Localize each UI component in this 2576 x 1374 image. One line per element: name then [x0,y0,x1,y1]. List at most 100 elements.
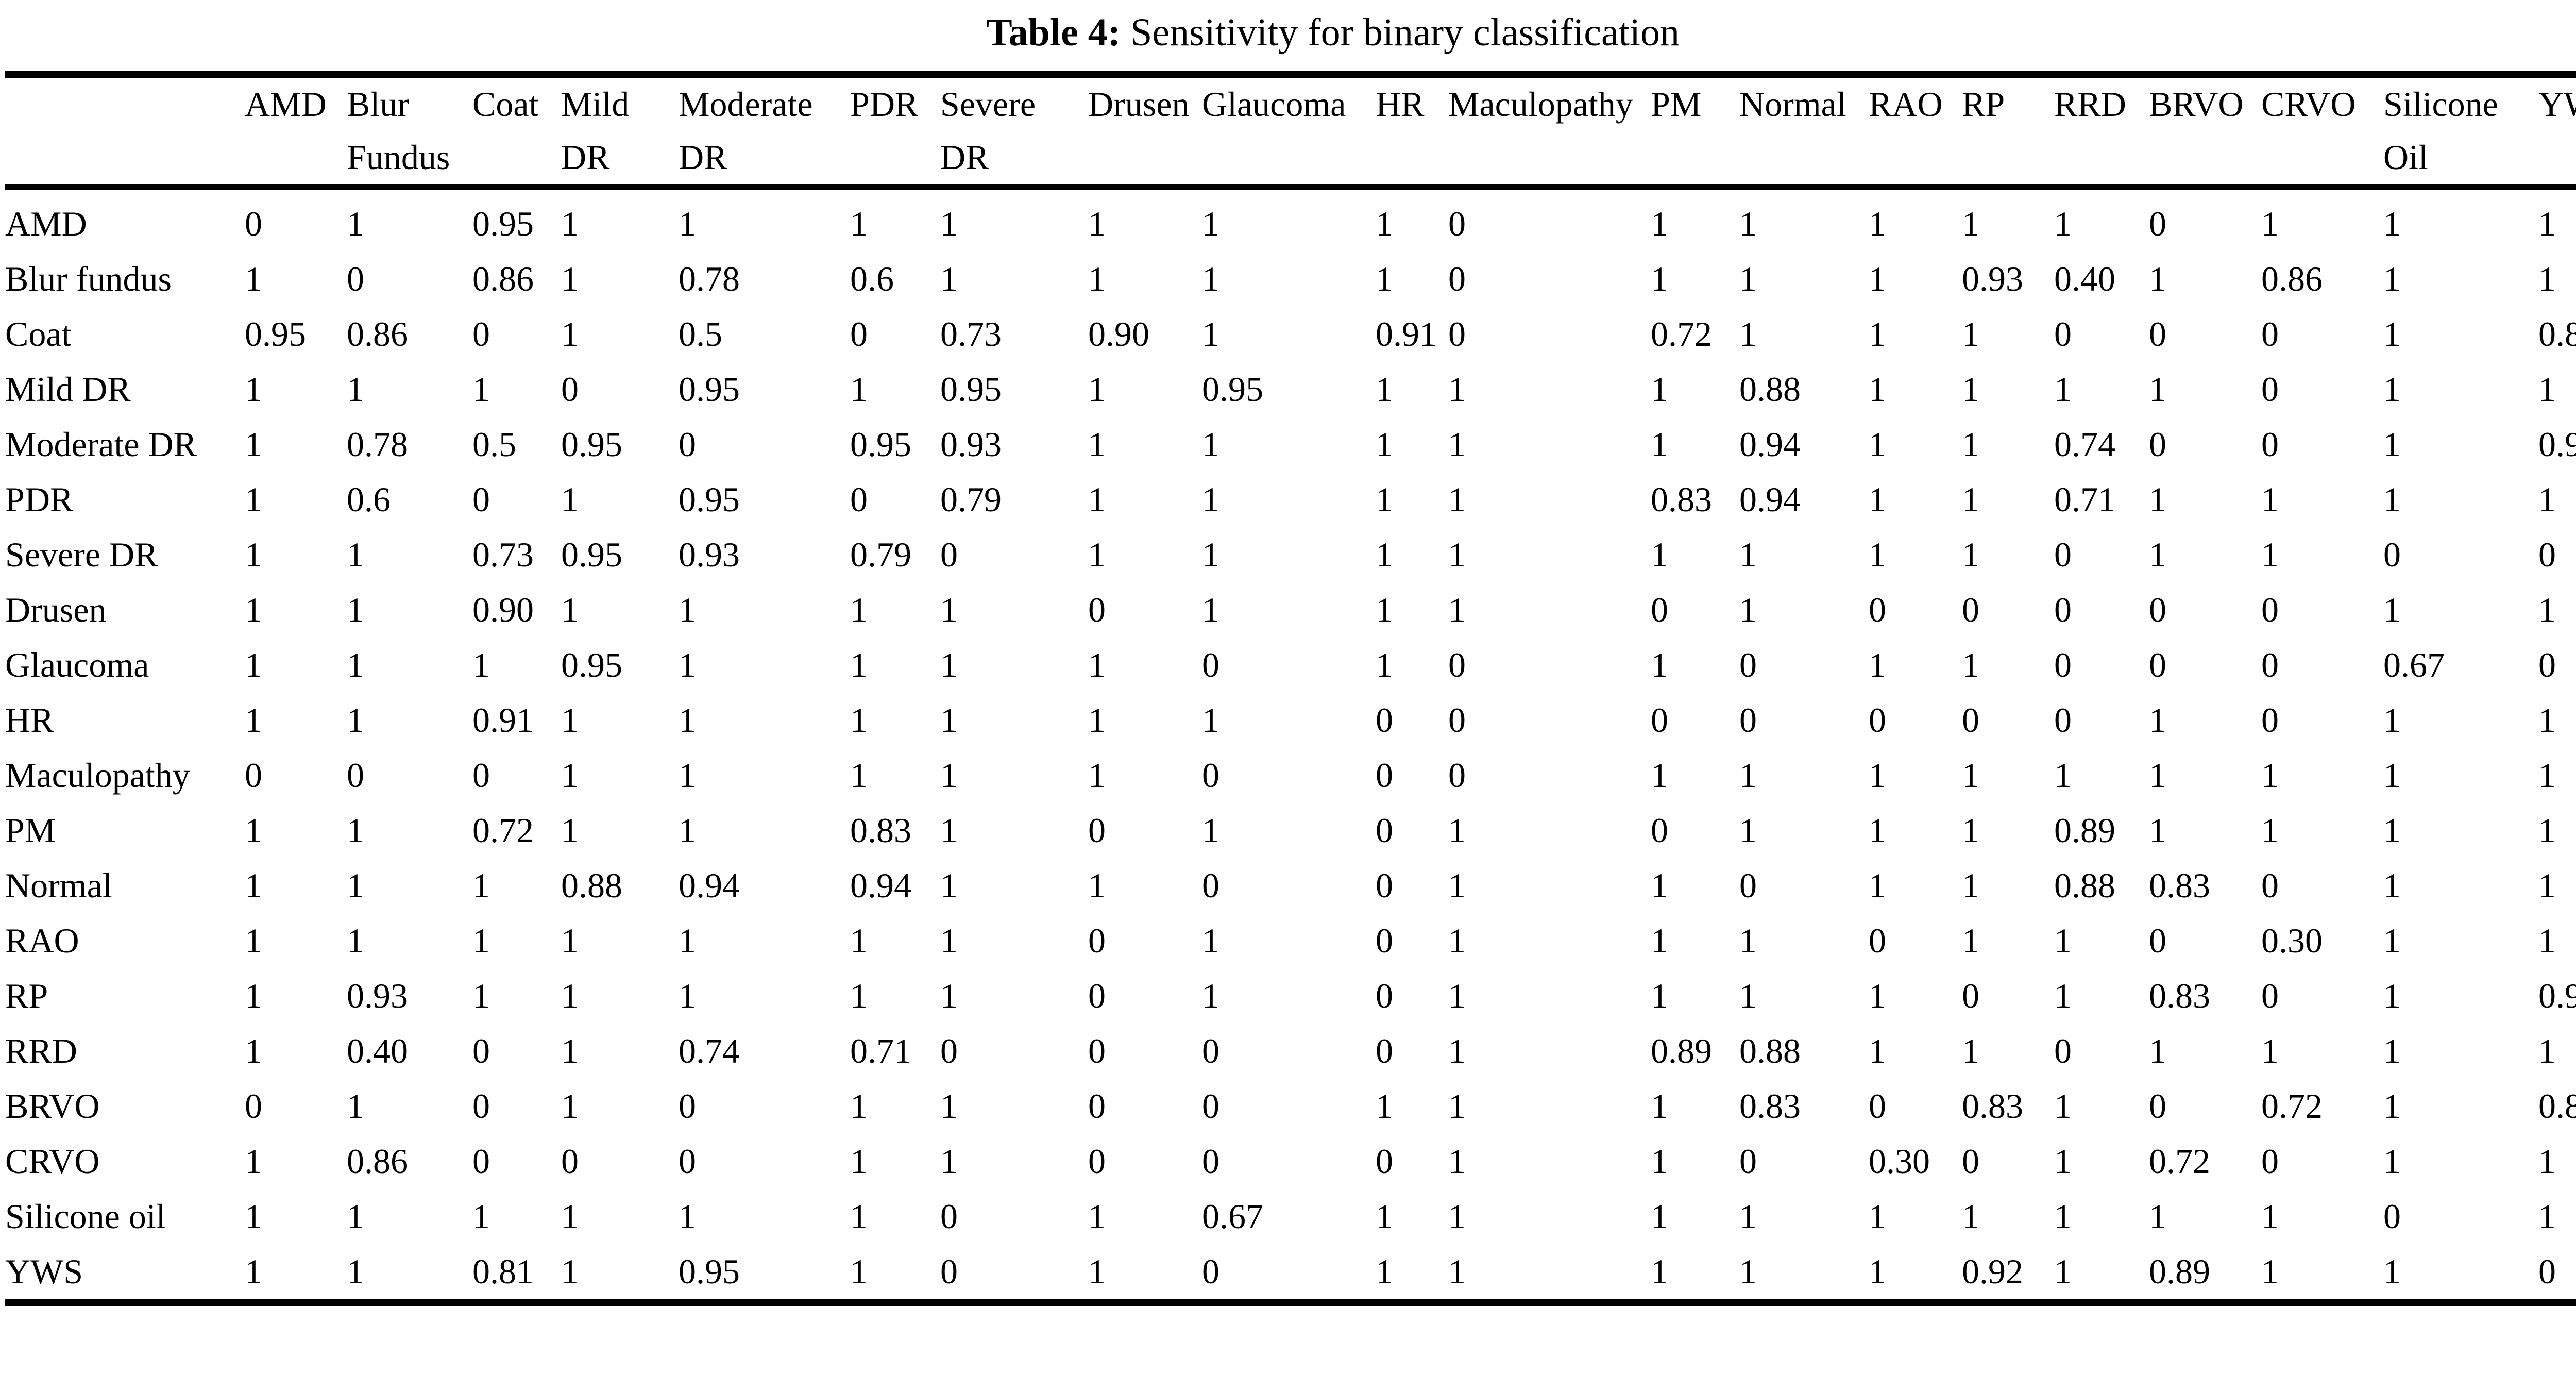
table-cell: 1 [561,314,579,354]
table-cell: 0.86 [347,314,408,354]
table-cell: 0.81 [2538,314,2576,354]
table-cell: 0 [940,1197,958,1236]
table-row: Glaucoma 1 1 1 0.95 1 1 1 1 0 1 0 1 0 1 1 0 0 0 0.67 0 [5,638,2576,693]
column-header: Glaucoma [1202,74,1376,191]
table-cell: 0 [1202,1252,1219,1292]
table-cell: 1 [2538,756,2556,795]
table-caption-label: Table 4: [986,11,1121,54]
table-cell: 1 [472,866,490,906]
table-cell: 0.91 [472,700,534,740]
column-header: Normal [1739,74,1869,191]
table-cell: 0 [1962,590,1979,630]
table-cell: 0.95 [561,645,622,685]
table-cell: 0 [1376,700,1393,740]
table-cell: 1 [1448,1142,1466,1181]
table-cell: 0 [1376,866,1393,906]
table-cell: 1 [1448,425,1466,464]
table-row: Normal 1 1 1 0.88 0.94 0.94 1 1 0 0 1 1 0 1 1 0.88 0.83 0 1… [5,858,2576,913]
table-cell: 1 [472,976,490,1016]
table-row: RRD 1 0.40 0 1 0.74 0.71 0 0 0 0 1 0.89 0.88 1 1 0 1 1 1 1 [5,1024,2576,1079]
table-cell: 1 [1739,314,1757,354]
row-header: YWS [5,1252,83,1292]
table-cell: 1 [2383,590,2401,630]
table-cell: 1 [2538,259,2556,299]
table-cell: 1 [1962,811,1979,850]
table-cell: 0.89 [2054,811,2115,850]
table-row: Severe DR 1 1 0.73 0.95 0.93 0.79 0 1 1 1 1 1 1 1 1 0 1 1 0… [5,527,2576,582]
table-cell: 1 [1448,1086,1466,1126]
table-cell: 0.83 [1739,1086,1801,1126]
table-cell: 0.91 [1376,314,1437,354]
row-header: Moderate DR [5,425,197,464]
column-header: RP [1962,74,2054,191]
table-cell: 0.93 [679,535,740,575]
table-cell: 1 [1869,425,1886,464]
table-cell: 0 [1448,645,1466,685]
row-header: CRVO [5,1142,100,1181]
table-cell: 0 [1739,645,1757,685]
table-cell: 0.89 [1651,1031,1712,1071]
table-cell: 1 [2054,1197,2072,1236]
table-cell: 1 [472,921,490,961]
table-cell: 0 [2261,645,2279,685]
table-cell: 0 [472,756,490,795]
table-cell: 1 [2054,1142,2072,1181]
table-cell: 1 [1869,480,1886,520]
table-cell: 1 [940,866,958,906]
table-cell: 1 [2261,1252,2279,1292]
table-cell: 0.94 [850,866,911,906]
table-cell: 0 [2261,866,2279,906]
table-cell: 0 [2054,700,2072,740]
table-cell: 1 [2538,921,2556,961]
table-cell: 1 [1376,370,1393,409]
table-cell: 0 [1869,921,1886,961]
table-cell: 0 [1651,811,1668,850]
table-cell: 1 [1869,1031,1886,1071]
table-cell: 0 [2383,1197,2401,1236]
table-cell: 0 [245,756,262,795]
table-caption: Table 4: Sensitivity for binary classifi… [0,9,2576,56]
table-row: Silicone oil 1 1 1 1 1 1 0 1 0.67 1 1 1 1 1 1 1 1 1 0 1 [5,1189,2576,1244]
table-cell: 1 [1448,811,1466,850]
table-cell: 0.86 [2261,259,2323,299]
table-cell: 0.83 [2149,976,2210,1016]
table-cell: 0 [1651,590,1668,630]
table-cell: 0 [2054,590,2072,630]
table-cell: 0 [2538,535,2556,575]
table-cell: 1 [2383,370,2401,409]
table-row: Moderate DR 1 0.78 0.5 0.95 0 0.95 0.93 1 1 1 1 1 0.9… [5,417,2576,472]
table-header: AMD Blur Fundus Coat Mild DR Moderate DR PDR S… [5,74,2576,191]
table-cell: 1 [850,590,868,630]
table-cell: 0.81 [472,1252,534,1292]
table-cell: 1 [2383,1252,2401,1292]
table-cell: 1 [940,1086,958,1126]
table-cell: 0.72 [472,811,534,850]
table-cell: 1 [2383,314,2401,354]
table-cell: 1 [1739,1197,1757,1236]
table-cell: 1 [1651,425,1668,464]
table-cell: 0 [850,480,868,520]
row-header: Coat [5,314,72,354]
table-cell: 1 [1869,1252,1886,1292]
table-cell: 1 [1088,1197,1106,1236]
table-cell: 1 [347,1086,364,1126]
table-cell: 1 [850,1142,868,1181]
table-cell: 0 [1448,314,1466,354]
table-cell: 1 [472,370,490,409]
table-cell: 0.93 [347,976,408,1016]
table-cell: 1 [850,370,868,409]
table-cell: 1 [1962,866,1979,906]
table-cell: 1 [2149,535,2166,575]
table-row: Drusen 1 1 0.90 1 1 1 1 0 1 1 1 0 1 0 0 0 0 0 1 1 [5,582,2576,638]
table-cell: 1 [2383,811,2401,850]
table-cell: 1 [1739,1252,1757,1292]
table-cell: 1 [1869,811,1886,850]
table-cell: 0.79 [940,480,1002,520]
table-cell: 0 [347,756,364,795]
table-cell: 0 [1202,1031,1219,1071]
table-cell: 0 [2149,1086,2166,1126]
table-cell: 0 [245,1086,262,1126]
table-cell: 0.95 [472,204,534,244]
table-cell: 0 [1088,921,1106,961]
table-cell: 1 [1202,314,1219,354]
